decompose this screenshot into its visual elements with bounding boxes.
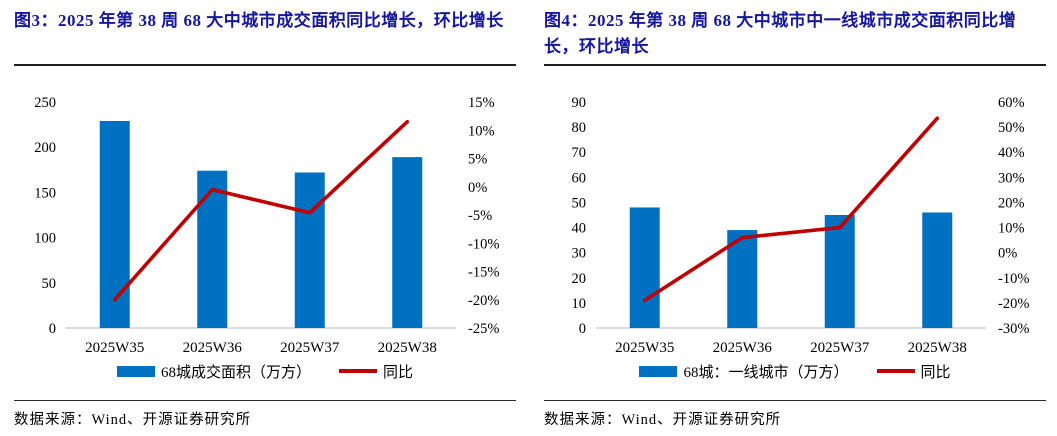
bar — [727, 230, 758, 328]
right-axis-tick-label: -5% — [468, 208, 492, 224]
chart-canvas: 0 10 20 30 40 50 60 70 80 90 -30% -20% -10% 0% 10% 20% 3… — [572, 95, 1030, 356]
bar — [99, 120, 130, 328]
bar — [629, 207, 660, 328]
x-axis-label: 2025W38 — [908, 340, 967, 356]
right-axis-tick-label: -10% — [998, 271, 1029, 287]
figure-title: 图4：2025 年第 38 周 68 大中城市中一线城市成交面积同比增长，环比增… — [544, 6, 1046, 66]
left-axis-tick-label: 80 — [572, 120, 587, 136]
legend-item-bar: 68城成交面积（万方） — [116, 361, 311, 382]
left-axis-tick-label: 40 — [572, 221, 587, 237]
left-axis-tick-label: 30 — [572, 246, 587, 262]
legend-item-bar: 68城：一线城市（万方） — [639, 361, 849, 382]
trend-line — [642, 116, 940, 303]
right-axis-tick-label: 10% — [998, 221, 1025, 237]
left-axis-tick-label: 0 — [49, 321, 56, 337]
right-axis-tick-label: -10% — [468, 236, 499, 252]
left-axis-tick-label: 250 — [34, 95, 56, 111]
right-axis-tick-label: -15% — [468, 265, 499, 281]
figure-3: 图3：2025 年第 38 周 68 大中城市成交面积同比增长，环比增长 0 50… — [14, 6, 516, 436]
left-axis-tick-label: 10 — [572, 296, 587, 312]
legend-label: 同比 — [383, 364, 414, 381]
bar — [922, 212, 953, 328]
left-axis-tick-label: 90 — [572, 95, 587, 111]
legend-item-line: 同比 — [339, 361, 413, 382]
right-axis-tick-label: 40% — [998, 145, 1025, 161]
x-axis-label: 2025W36 — [183, 340, 243, 356]
right-axis-tick-label: 5% — [468, 152, 487, 168]
legend-label: 68城成交面积（万方） — [160, 364, 311, 381]
legend-label: 68城：一线城市（万方） — [683, 364, 849, 381]
line-swatch-icon — [339, 369, 377, 373]
chart-canvas: 0 50 100 150 200 250 -25% -20% -15% -10% -5% 0% 5% 10… — [34, 95, 499, 356]
bar-swatch-icon — [116, 365, 155, 377]
right-axis-tick-label: -25% — [468, 321, 499, 337]
left-axis-tick-label: 100 — [34, 231, 56, 247]
left-axis-tick-label: 20 — [572, 271, 587, 287]
right-axis-tick-label: 60% — [998, 95, 1025, 111]
x-axis-label: 2025W35 — [615, 340, 674, 356]
source-note: 数据来源：Wind、开源证券研究所 — [544, 400, 1046, 429]
right-axis-tick-label: 50% — [998, 120, 1025, 136]
legend-label: 同比 — [920, 364, 951, 381]
x-axis-label: 2025W37 — [280, 340, 340, 356]
bar — [197, 170, 228, 328]
figure-4: 图4：2025 年第 38 周 68 大中城市中一线城市成交面积同比增长，环比增… — [544, 6, 1046, 436]
bar — [392, 157, 423, 328]
right-axis-tick-label: 20% — [998, 195, 1025, 211]
right-axis-tick-label: -20% — [468, 293, 499, 309]
figure-title: 图3：2025 年第 38 周 68 大中城市成交面积同比增长，环比增长 — [14, 6, 516, 66]
x-axis-label: 2025W38 — [378, 340, 437, 356]
line-swatch-icon — [876, 369, 915, 373]
right-axis-tick-label: 0% — [468, 180, 487, 196]
chart-legend: 68城成交面积（万方） 同比 — [14, 360, 516, 382]
trend-line — [112, 119, 410, 302]
chart-legend: 68城：一线城市（万方） 同比 — [544, 360, 1046, 382]
left-axis-tick-label: 60 — [572, 170, 587, 186]
x-axis-label: 2025W36 — [713, 340, 773, 356]
bar — [294, 172, 325, 328]
right-axis-tick-label: -20% — [998, 296, 1029, 312]
legend-item-line: 同比 — [876, 361, 951, 382]
bar — [824, 215, 855, 328]
x-axis-label: 2025W37 — [810, 340, 870, 356]
right-axis-tick-label: 30% — [998, 170, 1025, 186]
right-axis-tick-label: -30% — [998, 321, 1029, 337]
left-axis-tick-label: 50 — [42, 276, 57, 292]
right-axis-tick-label: 10% — [468, 123, 495, 139]
bar-swatch-icon — [639, 365, 678, 377]
source-note: 数据来源：Wind、开源证券研究所 — [14, 400, 516, 429]
right-axis-tick-label: 0% — [998, 246, 1017, 262]
left-axis-tick-label: 70 — [572, 145, 587, 161]
left-axis-tick-label: 200 — [34, 140, 56, 156]
right-axis-tick-label: 15% — [468, 95, 495, 111]
left-axis-tick-label: 0 — [579, 321, 586, 337]
left-axis-tick-label: 150 — [34, 185, 56, 201]
left-axis-tick-label: 50 — [572, 195, 587, 211]
x-axis-label: 2025W35 — [85, 340, 144, 356]
